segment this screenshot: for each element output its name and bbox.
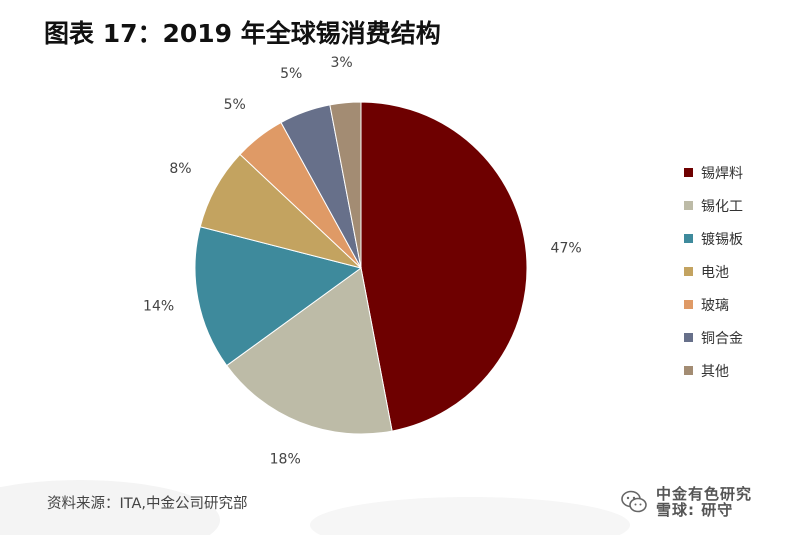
legend-label: 锡焊料 [701, 165, 743, 182]
legend-label: 锡化工 [701, 198, 743, 215]
source-note: 资料来源：ITA,中金公司研究部 [47, 496, 248, 512]
wechat-icon [621, 490, 647, 513]
legend-item-7: 其他 [684, 354, 794, 387]
legend-item-5: 玻璃 [684, 288, 794, 321]
legend-swatch [684, 168, 693, 177]
chart-title: 图表 17：2019 年全球锡消费结构 [44, 19, 441, 48]
wechat-watermark: 中金有色研究 雪球: 研守 [620, 486, 752, 518]
slice-label-3: 14% [143, 299, 174, 315]
watermark-line-2: 雪球: 研守 [656, 501, 734, 519]
slice-label-4: 8% [169, 161, 191, 177]
watermark-line-1: 中金有色研究 [656, 485, 753, 503]
legend-swatch [684, 366, 693, 375]
pie-slice-2 [226, 267, 393, 435]
slice-label-6: 5% [280, 66, 302, 82]
slice-label-7: 3% [330, 55, 352, 71]
legend-swatch [684, 267, 693, 276]
legend-item-4: 电池 [684, 255, 794, 288]
pie-slice-3 [194, 226, 363, 367]
legend-item-6: 铜合金 [684, 321, 794, 354]
pie-slice-7 [329, 101, 362, 269]
legend-label: 玻璃 [701, 297, 729, 314]
slice-label-2: 18% [270, 452, 301, 468]
legend-label: 其他 [701, 363, 729, 380]
legend-item-1: 锡焊料 [684, 156, 794, 189]
pie-slice-1 [360, 101, 528, 432]
pie-labels: 47% 18% 14% 8% 5% 5% 3% [143, 55, 582, 468]
legend-item-2: 锡化工 [684, 189, 794, 222]
legend-swatch [684, 201, 693, 210]
legend: 锡焊料锡化工镀锡板电池玻璃铜合金其他 [684, 156, 794, 387]
legend-label: 镀锡板 [701, 231, 743, 248]
legend-swatch [684, 234, 693, 243]
legend-label: 铜合金 [701, 330, 743, 347]
slice-label-1: 47% [551, 241, 582, 257]
legend-swatch [684, 300, 693, 309]
legend-item-3: 镀锡板 [684, 222, 794, 255]
pie-slices [194, 101, 528, 435]
legend-label: 电池 [701, 264, 729, 281]
slice-label-5: 5% [224, 97, 246, 113]
legend-swatch [684, 333, 693, 342]
